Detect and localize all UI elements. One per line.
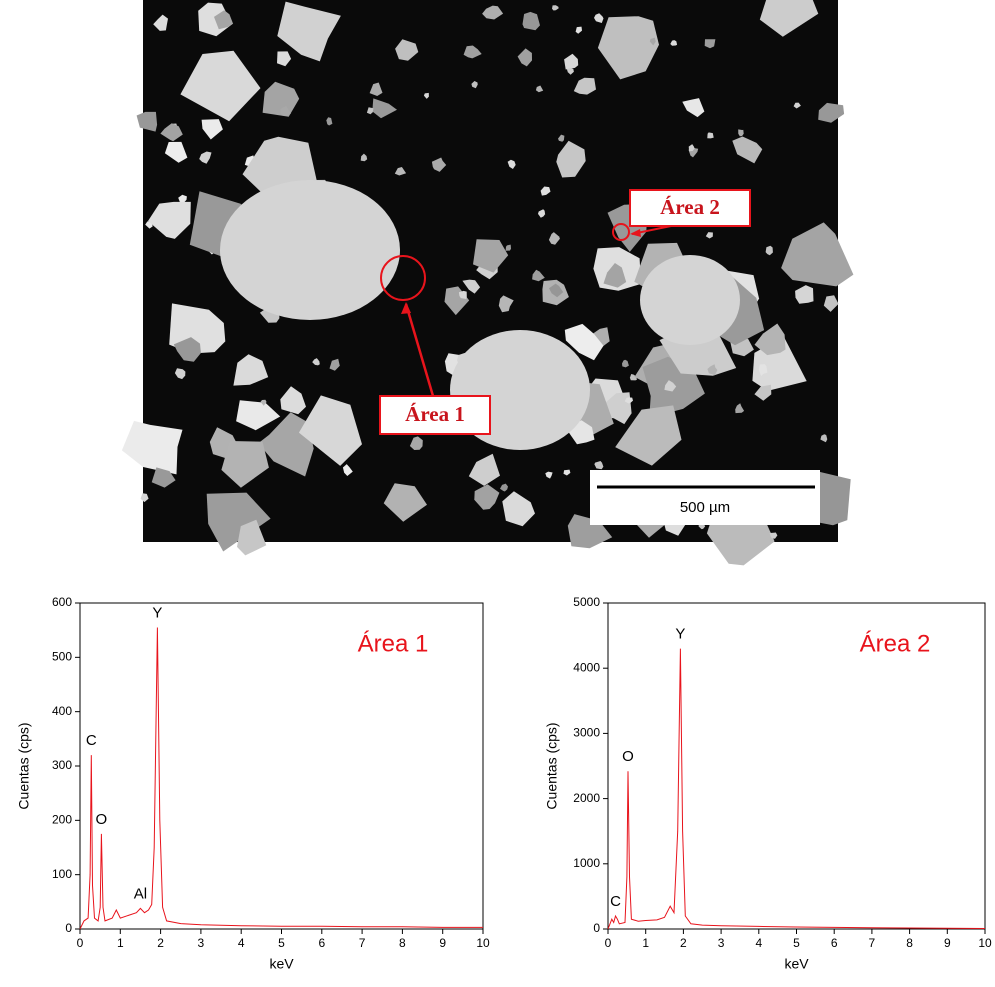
x-tick-label: 8 (906, 936, 913, 950)
x-tick-label: 2 (680, 936, 687, 950)
y-tick-label: 0 (593, 921, 600, 935)
panel-title: Área 2 (860, 630, 931, 657)
panel-title: Área 1 (358, 630, 429, 657)
grain (137, 112, 158, 132)
x-tick-label: 0 (605, 936, 612, 950)
x-tick-label: 3 (198, 936, 205, 950)
area-label: Área 1 (405, 402, 465, 426)
x-tick-label: 1 (117, 936, 124, 950)
x-tick-label: 4 (755, 936, 762, 950)
peak-label: C (610, 893, 621, 910)
area-label: Área 2 (660, 195, 720, 219)
figure: Área 1 Área 2 500 µm 0100200300400500600… (0, 0, 995, 982)
y-tick-label: 2000 (573, 791, 600, 805)
y-tick-label: 5000 (573, 595, 600, 609)
y-tick-label: 300 (52, 758, 72, 772)
grain (122, 421, 183, 475)
x-tick-label: 6 (318, 936, 325, 950)
x-tick-label: 10 (978, 936, 992, 950)
peak-label: Y (675, 626, 685, 643)
peak-label: Al (134, 885, 147, 902)
grain (220, 180, 400, 320)
x-tick-label: 7 (869, 936, 876, 950)
scale-box (590, 470, 820, 525)
y-tick-label: 3000 (573, 726, 600, 740)
spectrum-chart: 0 1000 2000 3000 4000 5000 0 1 2 3 4 5 6 7 8 9 10 keV Cuen… (544, 595, 992, 972)
x-axis-label: keV (784, 956, 809, 972)
x-tick-label: 2 (157, 936, 164, 950)
scale-label: 500 µm (680, 499, 730, 516)
spectrum-chart: 0 100 200 300 400 500 600 0 1 2 3 4 5 6 7 8 9 10 keV Cuenta… (16, 595, 490, 972)
grain (640, 255, 740, 345)
x-tick-label: 5 (793, 936, 800, 950)
peak-label: O (622, 748, 634, 765)
peak-label: Y (152, 604, 162, 621)
peak-label: O (96, 811, 108, 828)
x-tick-label: 9 (944, 936, 951, 950)
spectrum-line (608, 649, 985, 929)
x-tick-label: 10 (476, 936, 490, 950)
x-tick-label: 3 (718, 936, 725, 950)
x-tick-label: 6 (831, 936, 838, 950)
y-tick-label: 600 (52, 595, 72, 609)
x-tick-label: 1 (642, 936, 649, 950)
y-tick-label: 200 (52, 813, 72, 827)
x-tick-label: 0 (77, 936, 84, 950)
spectrum-line (80, 628, 483, 930)
x-tick-label: 5 (278, 936, 285, 950)
y-tick-label: 500 (52, 650, 72, 664)
x-tick-label: 9 (439, 936, 446, 950)
peak-label: C (86, 732, 97, 749)
y-tick-label: 400 (52, 704, 72, 718)
y-tick-label: 1000 (573, 856, 600, 870)
x-tick-label: 4 (238, 936, 245, 950)
x-axis-label: keV (269, 956, 294, 972)
y-axis-label: Cuentas (cps) (544, 722, 560, 809)
y-tick-label: 4000 (573, 660, 600, 674)
y-tick-label: 0 (65, 921, 72, 935)
grain (707, 132, 713, 138)
x-tick-label: 8 (399, 936, 406, 950)
y-tick-label: 100 (52, 867, 72, 881)
y-axis-label: Cuentas (cps) (16, 722, 32, 809)
x-tick-label: 7 (359, 936, 366, 950)
